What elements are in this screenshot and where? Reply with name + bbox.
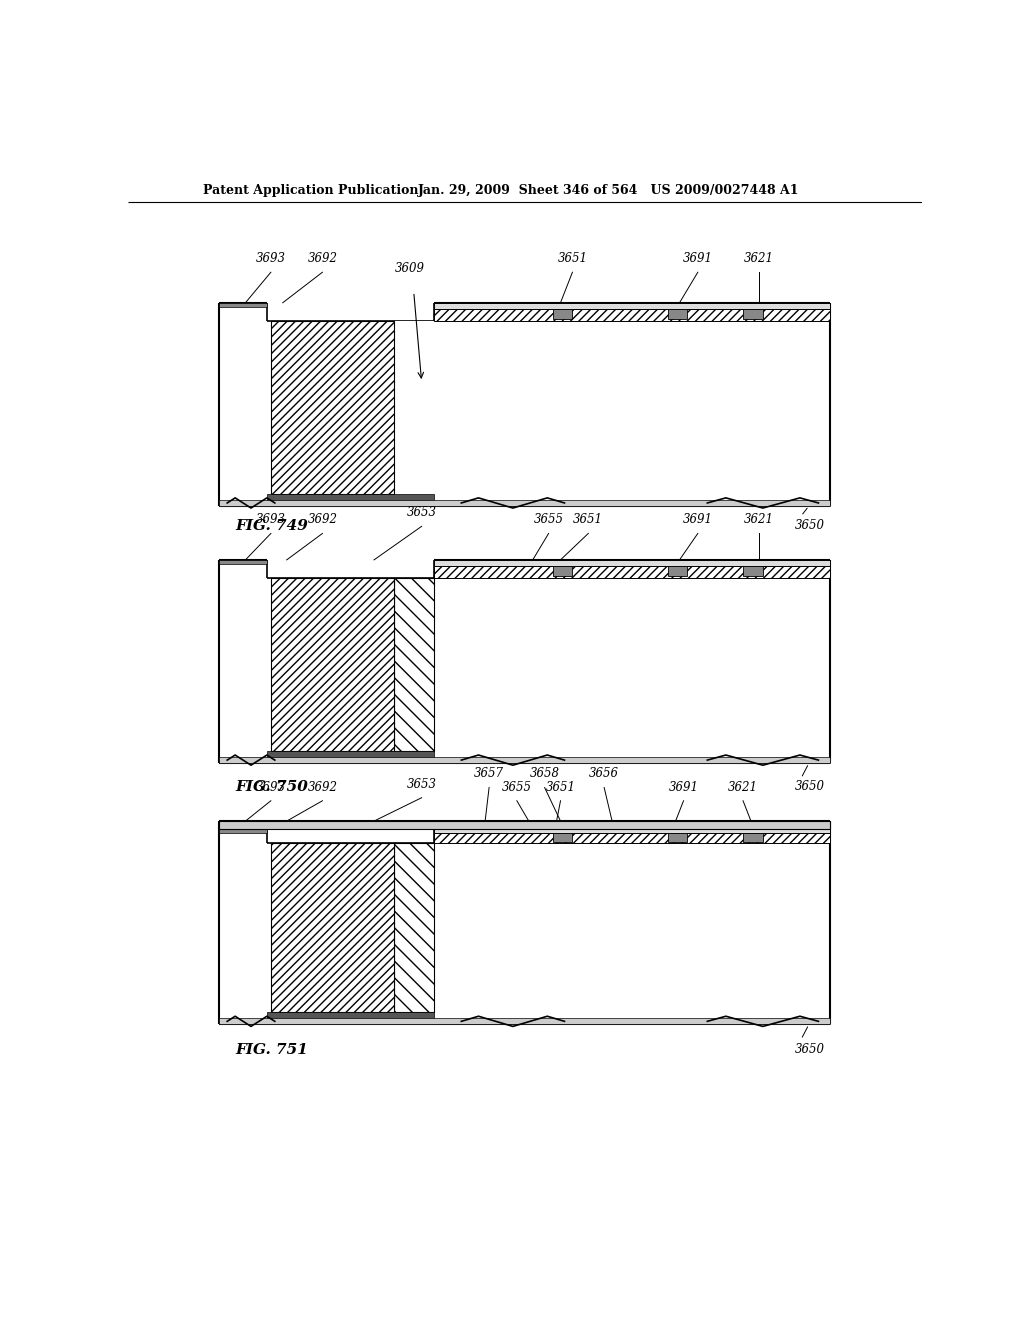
Text: 3655: 3655 [534,513,563,527]
Bar [743,833,763,842]
Text: 3657: 3657 [474,767,504,780]
Text: 3650: 3650 [795,1043,824,1056]
Bar [267,751,433,763]
Bar [219,302,267,306]
Bar [267,494,433,506]
Bar [394,843,433,1012]
Bar [270,578,394,751]
Text: 3621: 3621 [743,513,774,527]
Text: 3650: 3650 [795,519,824,532]
Text: 3658: 3658 [529,767,560,780]
Text: 3691: 3691 [683,513,713,527]
Text: 3655: 3655 [502,780,531,793]
Bar [219,1018,830,1024]
Text: FIG. 749: FIG. 749 [236,519,308,533]
Bar [743,309,763,319]
Text: 3692: 3692 [307,513,338,527]
Bar [433,560,830,566]
Text: 3651: 3651 [546,780,575,793]
Bar [270,321,394,494]
Bar [219,821,830,829]
Bar [219,829,267,833]
Bar [394,321,433,494]
Text: 3692: 3692 [307,252,338,265]
Bar [219,758,830,763]
Text: 3693: 3693 [256,513,286,527]
Text: Patent Application Publication: Patent Application Publication [204,185,419,198]
Text: 3691: 3691 [669,780,698,793]
Text: 3650: 3650 [795,780,824,793]
Text: 3651: 3651 [573,513,603,527]
Text: 3653: 3653 [407,777,436,791]
Bar [433,566,830,578]
Bar [743,566,763,576]
Text: 3691: 3691 [683,252,713,265]
Bar [219,821,830,1024]
Text: 3621: 3621 [728,780,758,793]
Text: 3653: 3653 [407,507,436,519]
Text: FIG. 750: FIG. 750 [236,780,308,795]
Bar [433,833,830,843]
Text: FIG. 751: FIG. 751 [236,1043,308,1057]
Bar [394,578,433,751]
Bar [553,566,572,576]
Bar [553,833,572,842]
Bar [219,302,830,506]
Bar [219,560,267,564]
Bar [553,309,572,319]
Text: 3609: 3609 [394,263,425,276]
Text: 3656: 3656 [589,767,620,780]
Bar [433,302,830,309]
Text: 3621: 3621 [743,252,774,265]
Bar [219,500,830,506]
Bar [668,566,687,576]
Bar [267,1012,433,1024]
Bar [270,843,394,1012]
Text: 3693: 3693 [256,780,286,793]
Bar [433,828,830,833]
Text: 3692: 3692 [307,780,338,793]
Bar [219,560,830,763]
Text: 3651: 3651 [557,252,588,265]
Bar [433,309,830,321]
Bar [668,309,687,319]
Bar [668,833,687,842]
Text: 3693: 3693 [256,252,286,265]
Text: Jan. 29, 2009  Sheet 346 of 564   US 2009/0027448 A1: Jan. 29, 2009 Sheet 346 of 564 US 2009/0… [418,185,799,198]
